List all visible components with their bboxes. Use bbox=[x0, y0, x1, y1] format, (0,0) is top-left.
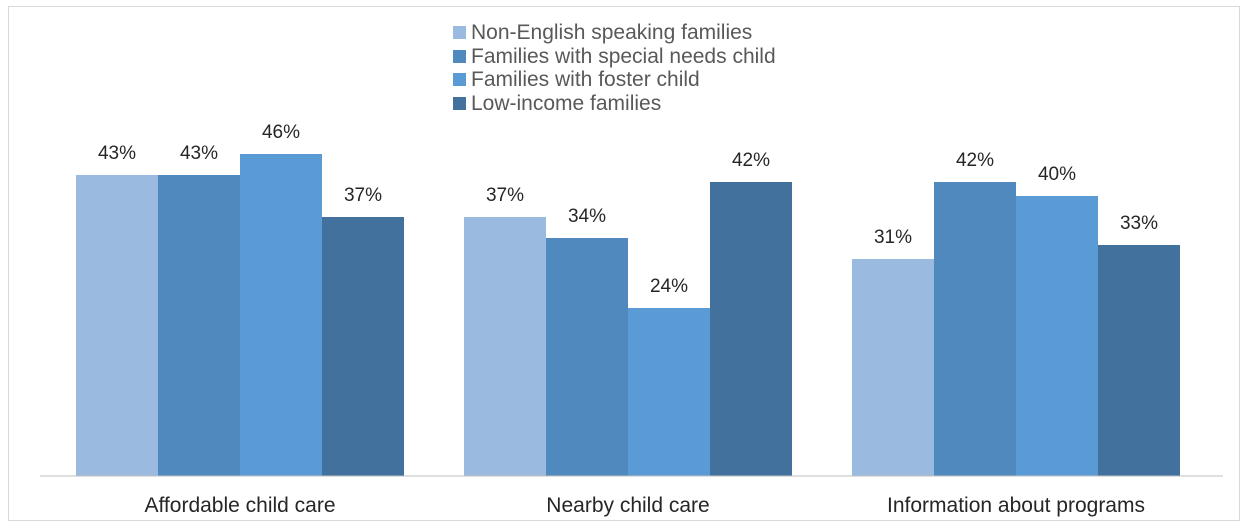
bar-value-label: 40% bbox=[1038, 164, 1076, 185]
bar bbox=[76, 175, 158, 476]
legend-swatch bbox=[453, 73, 466, 87]
legend-item-low-income: Low-income families bbox=[453, 92, 776, 116]
bar bbox=[1098, 245, 1180, 476]
bar-value-label: 42% bbox=[956, 150, 994, 171]
bar bbox=[158, 175, 240, 476]
legend-item-non-english: Non-English speaking families bbox=[453, 21, 776, 45]
legend-item-special-needs: Families with special needs child bbox=[453, 45, 776, 69]
chart-frame: 43% 43% 46% 37% 37% 34% 24% 42% 31% 42% 40% 33% Aff… bbox=[8, 6, 1240, 521]
bar bbox=[240, 154, 322, 476]
category-label: Affordable child care bbox=[144, 494, 335, 517]
bar-value-label: 33% bbox=[1120, 213, 1158, 234]
bar-value-label: 37% bbox=[486, 185, 524, 206]
category-label: Information about programs bbox=[887, 494, 1145, 517]
bar bbox=[1016, 196, 1098, 476]
legend-swatch bbox=[453, 96, 466, 110]
legend-label: Non-English speaking families bbox=[471, 21, 753, 44]
bar bbox=[934, 182, 1016, 476]
bar bbox=[546, 238, 628, 476]
bar-value-label: 43% bbox=[98, 143, 136, 164]
bars-layer bbox=[76, 154, 1180, 476]
legend-label: Families with special needs child bbox=[471, 44, 776, 68]
bar bbox=[628, 308, 710, 476]
bar bbox=[852, 259, 934, 476]
bar bbox=[710, 182, 792, 476]
legend-label: Low-income families bbox=[471, 91, 662, 115]
bar-value-label: 42% bbox=[732, 150, 770, 171]
bar-value-label: 24% bbox=[650, 276, 688, 297]
bar-labels-layer: 43% 43% 46% 37% 37% 34% 24% 42% 31% 42% 40% 33% bbox=[98, 122, 1158, 297]
bar-value-label: 37% bbox=[344, 185, 382, 206]
bar bbox=[322, 217, 404, 476]
legend-swatch bbox=[453, 26, 466, 40]
legend: Non-English speaking families Families w… bbox=[453, 21, 776, 115]
category-label: Nearby child care bbox=[546, 494, 709, 517]
category-labels-layer: Affordable child care Nearby child care In… bbox=[144, 494, 1145, 517]
bar-value-label: 31% bbox=[874, 227, 912, 248]
legend-label: Families with foster child bbox=[471, 68, 700, 91]
bar-value-label: 34% bbox=[568, 206, 606, 227]
bar-value-label: 46% bbox=[262, 122, 300, 143]
legend-item-foster-child: Families with foster child bbox=[453, 68, 776, 92]
bar-value-label: 43% bbox=[180, 143, 218, 164]
bar bbox=[464, 217, 546, 476]
bar-chart: 43% 43% 46% 37% 37% 34% 24% 42% 31% 42% 40% 33% Aff… bbox=[40, 122, 1223, 517]
legend-swatch bbox=[453, 49, 466, 63]
